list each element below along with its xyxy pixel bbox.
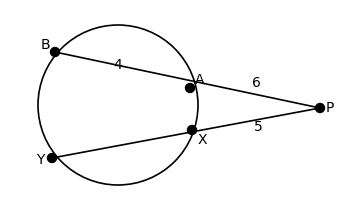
Text: Y: Y [36,153,44,167]
Text: 4: 4 [114,58,122,72]
Text: 6: 6 [252,76,260,90]
Circle shape [186,84,195,92]
Text: 5: 5 [254,120,262,134]
Circle shape [50,47,60,56]
Text: X: X [197,133,207,147]
Text: P: P [326,101,334,115]
Circle shape [188,126,196,134]
Text: B: B [40,38,50,52]
Circle shape [48,154,56,163]
Circle shape [315,104,324,113]
Text: A: A [195,73,205,87]
